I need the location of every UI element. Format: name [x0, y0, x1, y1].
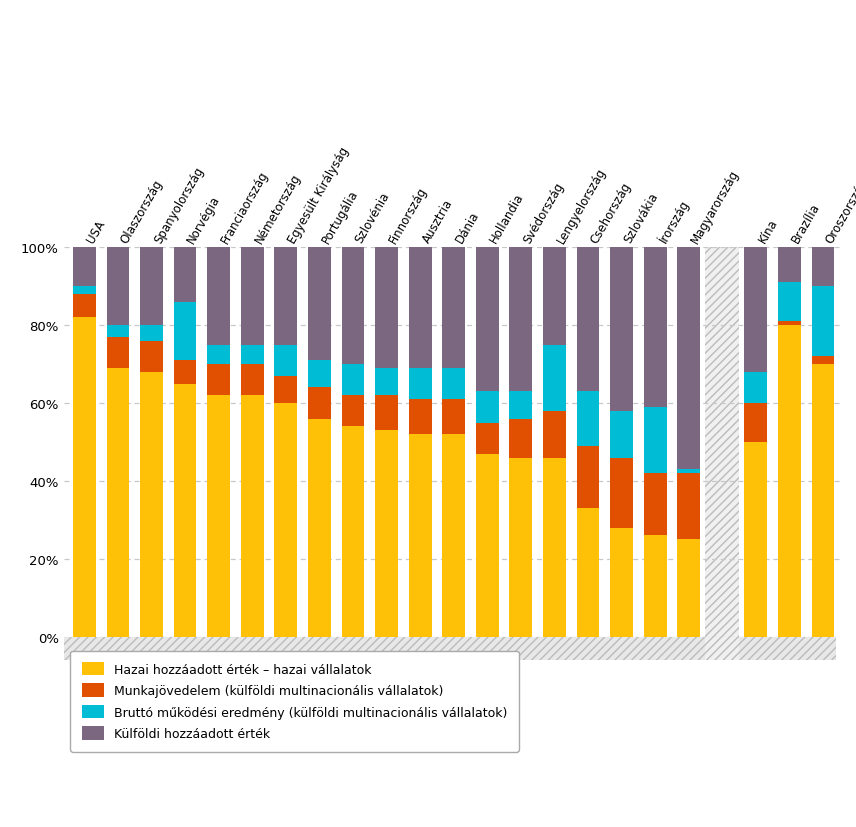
Bar	[509, 248, 532, 392]
Bar	[408, 399, 431, 435]
Bar	[73, 287, 96, 294]
Bar	[73, 248, 96, 287]
Bar	[745, 404, 767, 442]
Bar	[778, 326, 801, 637]
Bar	[207, 365, 230, 396]
Bar	[106, 369, 129, 637]
Bar	[207, 396, 230, 637]
Bar	[610, 458, 633, 528]
Bar	[610, 528, 633, 637]
Bar	[509, 392, 532, 419]
Bar	[644, 248, 667, 408]
Bar	[375, 431, 398, 637]
Bar	[408, 369, 431, 399]
Bar	[778, 248, 801, 283]
Bar	[408, 435, 431, 637]
Bar	[174, 248, 197, 303]
Bar	[543, 458, 566, 637]
Bar	[207, 346, 230, 365]
Bar	[543, 248, 566, 346]
Bar	[140, 372, 163, 637]
Bar	[705, 248, 739, 660]
Bar	[342, 427, 365, 637]
Bar	[342, 396, 365, 427]
Bar	[342, 365, 365, 396]
Bar	[174, 361, 197, 384]
Bar	[677, 474, 700, 540]
Bar	[476, 454, 499, 637]
Bar	[308, 248, 330, 361]
Bar	[207, 248, 230, 346]
Bar	[443, 435, 465, 637]
Bar	[73, 318, 96, 637]
Bar	[811, 365, 835, 637]
Bar	[375, 369, 398, 396]
Bar	[677, 540, 700, 637]
Bar	[577, 392, 599, 447]
Bar	[241, 346, 264, 365]
Bar	[577, 509, 599, 637]
Bar	[275, 248, 297, 346]
Bar	[241, 396, 264, 637]
Bar	[443, 248, 465, 369]
Bar	[543, 411, 566, 458]
Bar	[275, 404, 297, 637]
Bar	[275, 346, 297, 376]
Bar	[308, 361, 330, 388]
Bar	[241, 365, 264, 396]
Bar	[106, 326, 129, 337]
Bar	[677, 248, 700, 470]
Bar	[275, 376, 297, 404]
Bar	[476, 423, 499, 454]
Bar	[476, 392, 499, 423]
Bar	[644, 474, 667, 536]
Bar	[509, 458, 532, 637]
Bar	[745, 248, 767, 372]
Bar	[509, 419, 532, 458]
Bar	[610, 411, 633, 458]
Bar	[106, 248, 129, 326]
Bar	[73, 294, 96, 318]
Bar	[577, 447, 599, 509]
Bar	[610, 248, 633, 411]
Bar	[375, 396, 398, 431]
Bar	[308, 388, 330, 419]
Bar	[543, 346, 566, 411]
Bar	[644, 536, 667, 637]
Bar	[778, 283, 801, 322]
Bar	[174, 303, 197, 361]
Bar	[443, 399, 465, 435]
Bar	[342, 248, 365, 365]
Bar	[140, 248, 163, 326]
Bar	[174, 384, 197, 637]
Bar	[64, 637, 836, 660]
Bar	[745, 442, 767, 637]
Bar	[778, 322, 801, 326]
Bar	[140, 326, 163, 342]
Bar	[106, 337, 129, 369]
Bar	[811, 248, 835, 287]
Legend: Hazai hozzáadott érték – hazai vállalatok, Munkajövedelem (külföldi multinacioná: Hazai hozzáadott érték – hazai vállalato…	[70, 651, 519, 752]
Bar	[476, 248, 499, 392]
Bar	[811, 287, 835, 357]
Bar	[644, 408, 667, 474]
Bar	[577, 248, 599, 392]
Bar	[443, 369, 465, 399]
Bar	[241, 248, 264, 346]
Bar	[811, 357, 835, 365]
Bar	[308, 419, 330, 637]
Bar	[140, 342, 163, 372]
Bar	[677, 470, 700, 474]
Bar	[408, 248, 431, 369]
Bar	[745, 372, 767, 404]
Bar	[375, 248, 398, 369]
